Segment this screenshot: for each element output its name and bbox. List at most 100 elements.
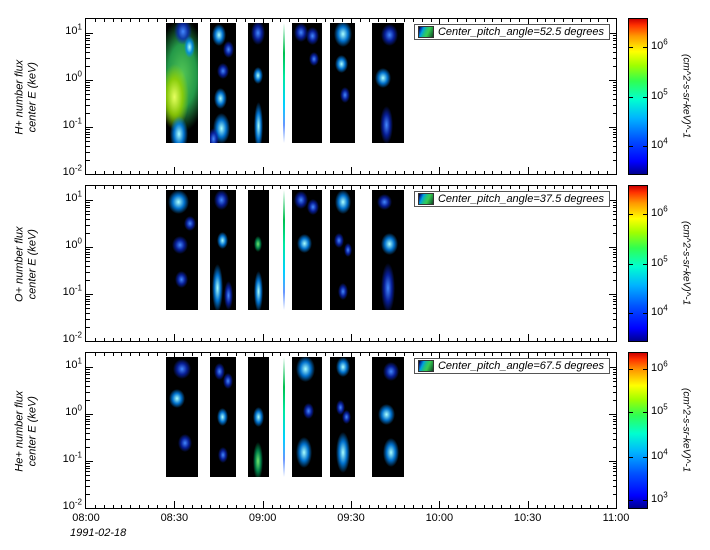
axis-tick	[612, 369, 616, 371]
y-tick-label: 100	[65, 236, 82, 252]
axis-tick	[86, 371, 90, 373]
axis-tick	[130, 338, 132, 341]
axis-tick	[554, 353, 556, 356]
axis-tick	[351, 501, 352, 508]
axis-tick	[86, 475, 90, 477]
flux-blob	[334, 190, 352, 215]
spectrogram-strip	[165, 190, 198, 310]
axis-tick	[227, 338, 229, 341]
axis-tick	[342, 19, 344, 22]
axis-tick	[139, 338, 140, 341]
spectrogram-strip	[165, 23, 198, 143]
y-tick-label: 10-2	[62, 163, 82, 178]
flux-blob	[333, 23, 353, 48]
axis-tick	[430, 171, 432, 174]
axis-tick	[86, 200, 93, 202]
axis-tick	[612, 465, 616, 467]
y-tick-label: 100	[65, 69, 82, 85]
axis-tick	[412, 353, 414, 356]
axis-tick	[474, 186, 476, 189]
axis-tick	[94, 19, 96, 22]
axis-tick	[510, 171, 511, 174]
axis-tick	[86, 84, 90, 86]
axis-tick	[465, 505, 467, 508]
axis-tick	[86, 129, 90, 131]
axis-tick	[315, 186, 317, 189]
axis-tick	[571, 186, 573, 189]
axis-tick	[298, 505, 299, 508]
axis-tick	[395, 19, 397, 22]
flux-blob	[253, 101, 263, 143]
axis-tick	[103, 19, 105, 22]
axis-tick	[527, 501, 529, 508]
flux-blob	[302, 403, 314, 419]
axis-tick	[404, 505, 405, 508]
axis-tick	[86, 304, 90, 306]
axis-tick	[333, 505, 335, 508]
axis-tick	[86, 424, 90, 426]
y-tick-label: 101	[65, 189, 82, 205]
axis-tick	[589, 19, 591, 22]
axis-tick	[306, 353, 308, 356]
colorbar-unit-text: (cm^2-s-sr-keV)^-1	[680, 388, 692, 473]
axis-tick	[86, 471, 90, 473]
axis-tick	[607, 186, 609, 189]
axis-tick	[86, 265, 90, 267]
flux-blob	[253, 441, 264, 477]
axis-tick	[395, 505, 397, 508]
flux-blob	[381, 262, 395, 310]
axis-tick	[612, 134, 616, 136]
axis-tick	[474, 353, 476, 356]
axis-tick	[612, 271, 616, 273]
axis-tick	[359, 186, 361, 189]
axis-tick	[315, 19, 317, 22]
axis-tick	[483, 505, 485, 508]
axis-tick	[612, 224, 616, 226]
axis-tick	[612, 104, 616, 106]
axis-tick	[86, 51, 90, 53]
axis-tick	[563, 19, 564, 22]
flux-blob	[224, 280, 234, 310]
axis-tick	[421, 338, 423, 341]
axis-tick	[94, 338, 96, 341]
axis-tick	[612, 485, 616, 487]
axis-tick	[545, 338, 547, 341]
axis-tick	[421, 19, 423, 22]
axis-tick	[368, 505, 370, 508]
axis-tick	[377, 186, 379, 189]
axis-tick	[271, 19, 273, 22]
axis-tick	[589, 171, 591, 174]
axis-tick	[629, 146, 633, 148]
axis-tick	[200, 186, 202, 189]
axis-tick	[306, 186, 308, 189]
axis-tick	[465, 353, 467, 356]
axis-tick	[589, 505, 591, 508]
axis-tick	[289, 505, 291, 508]
axis-tick	[643, 96, 647, 98]
axis-tick	[262, 19, 264, 26]
axis-tick	[465, 171, 467, 174]
axis-tick	[298, 19, 299, 22]
axis-tick	[324, 19, 326, 22]
axis-tick	[192, 171, 193, 174]
axis-tick	[209, 338, 211, 341]
axis-tick	[86, 137, 90, 139]
axis-tick	[86, 104, 90, 106]
axis-tick	[612, 493, 616, 495]
y-tick-label: 100	[65, 403, 82, 419]
axis-tick	[298, 338, 299, 341]
axis-tick	[86, 254, 90, 256]
axis-tick	[103, 353, 105, 356]
axis-tick	[386, 338, 388, 341]
axis-tick	[174, 167, 176, 174]
axis-tick	[86, 261, 90, 263]
colorbar-tick-label: 105	[651, 402, 668, 417]
axis-tick	[86, 87, 90, 89]
axis-tick	[612, 399, 616, 401]
axis-tick	[571, 353, 573, 356]
flux-blob	[293, 190, 308, 209]
flux-blob	[213, 87, 227, 110]
axis-tick	[86, 367, 93, 369]
axis-tick	[183, 186, 185, 189]
flux-blob	[295, 357, 315, 383]
